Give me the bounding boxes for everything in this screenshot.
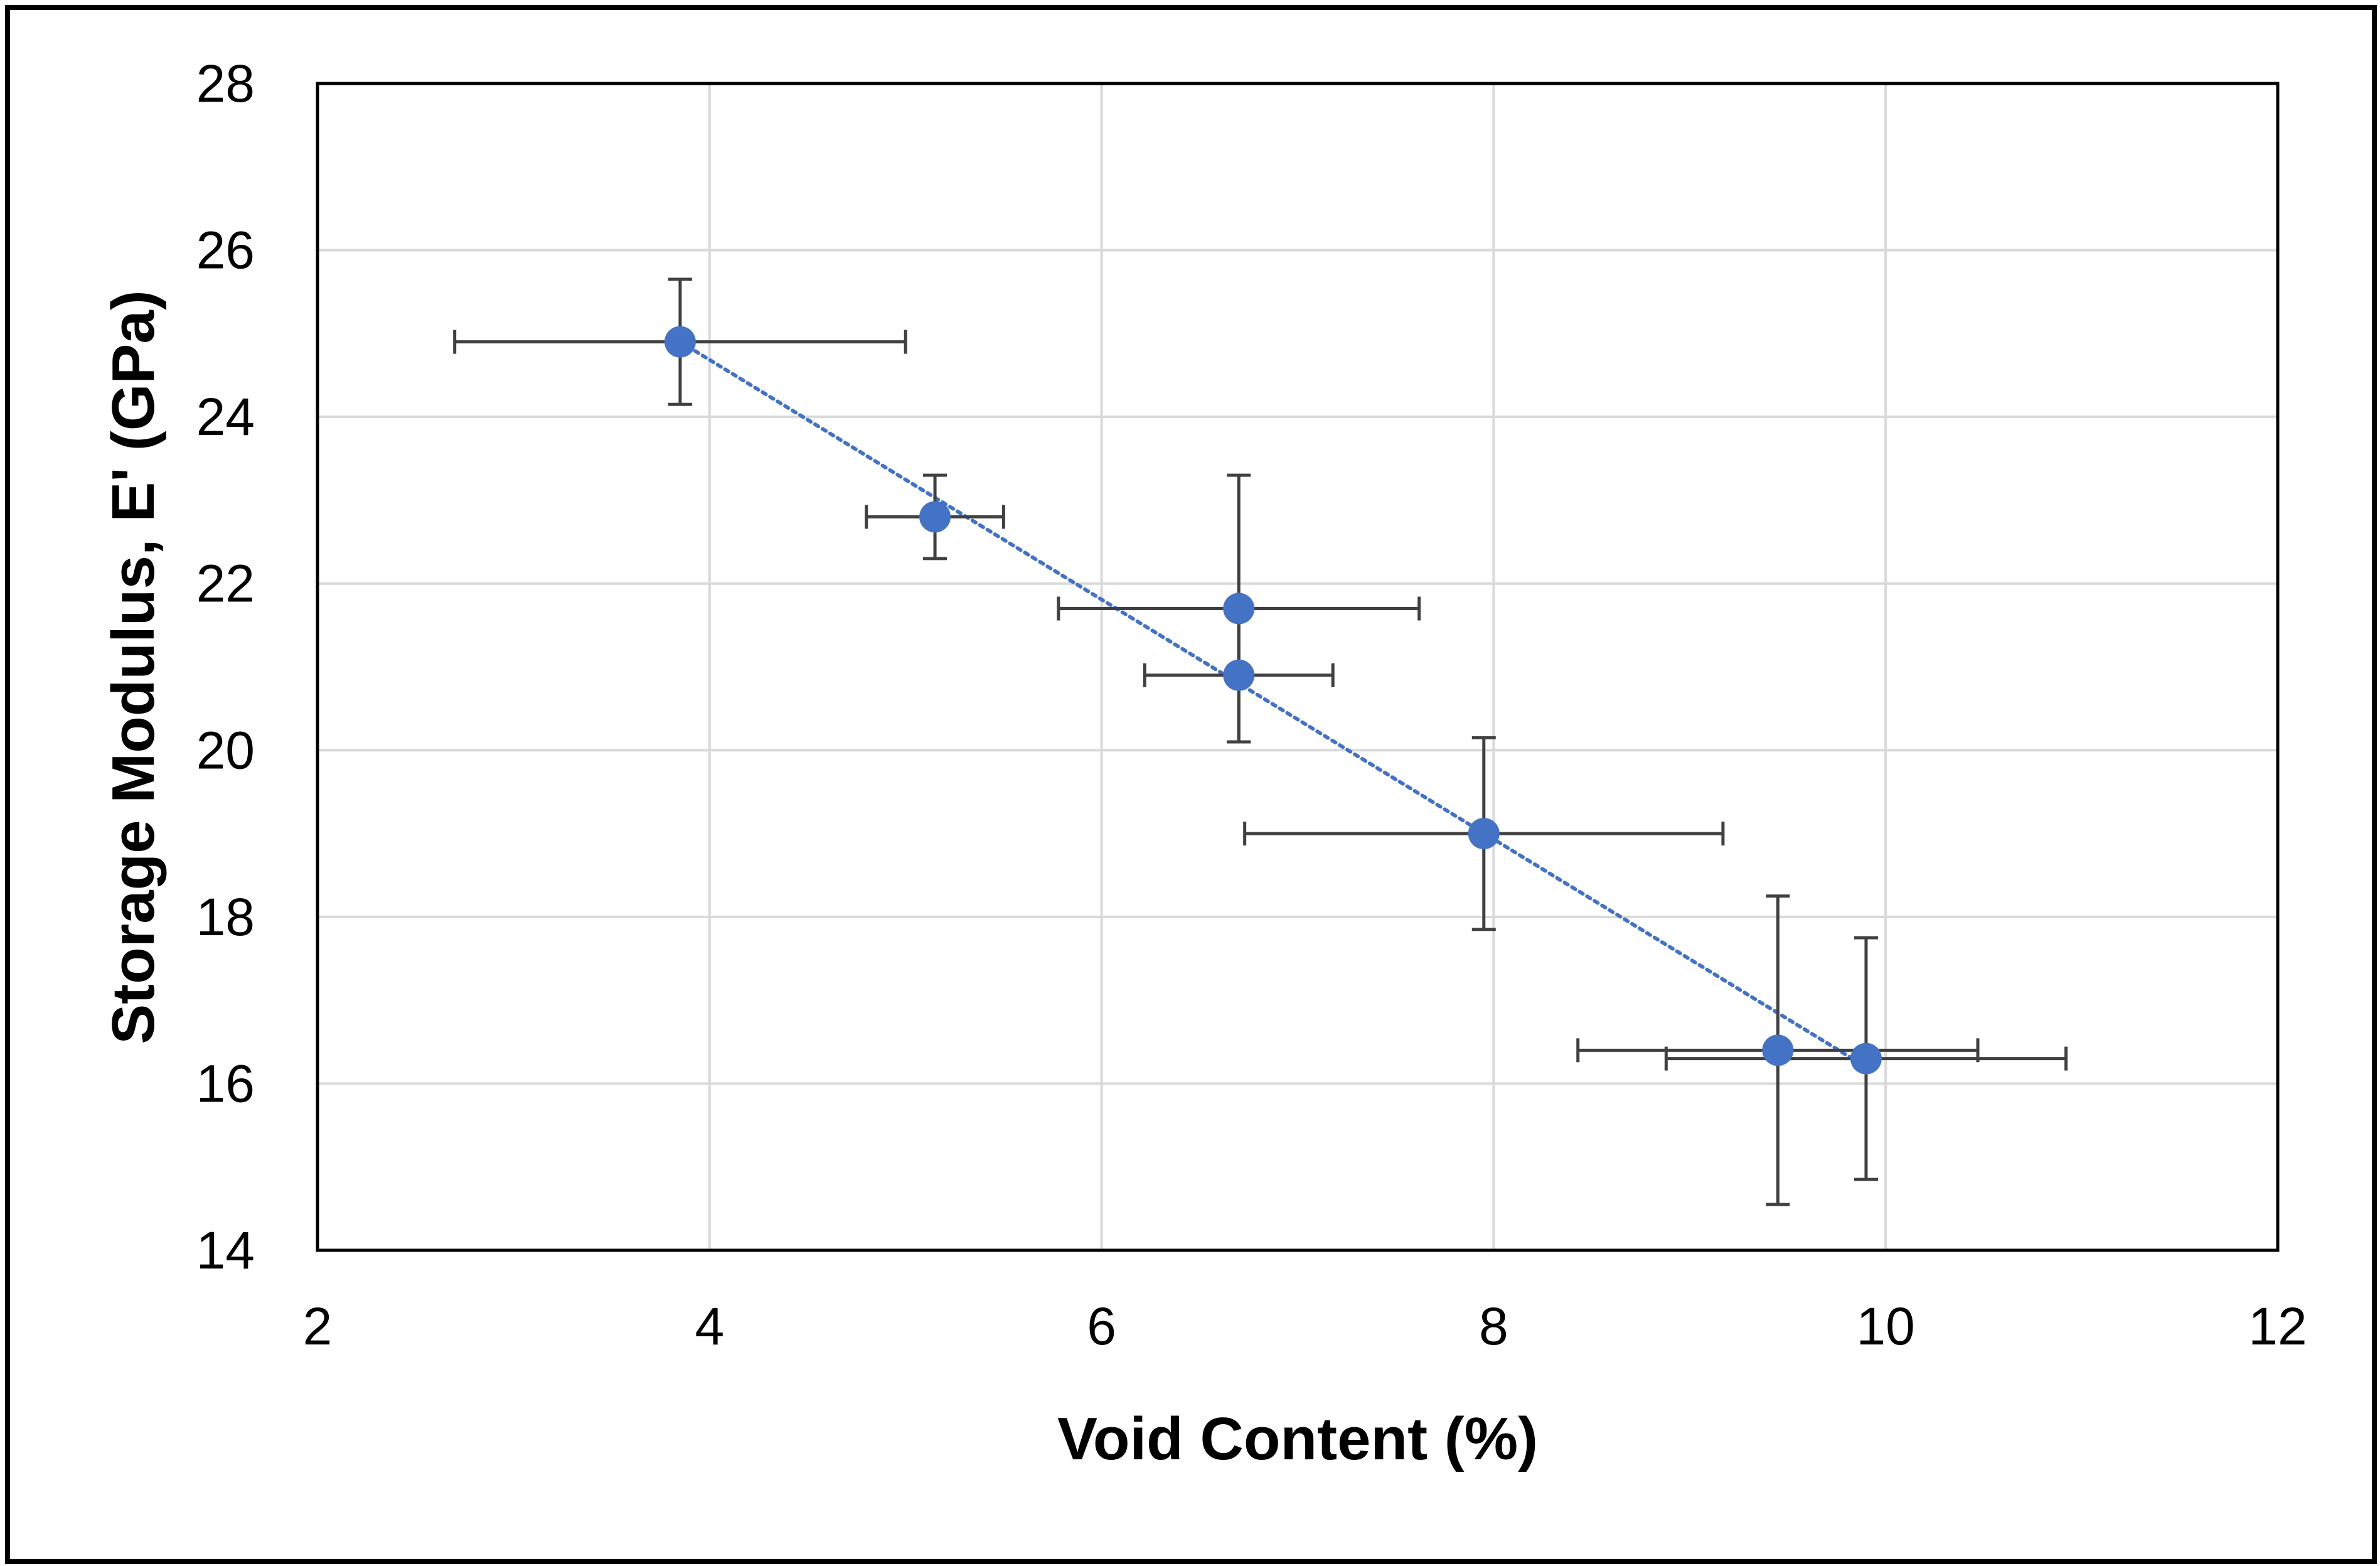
error-bar-2 [865, 473, 1005, 560]
x-tick-label: 8 [1479, 1297, 1508, 1356]
y-tick-label: 16 [196, 1054, 255, 1113]
y-tick-labels: 14 16 18 20 22 24 26 28 [196, 54, 255, 1280]
trendline-group [678, 340, 1868, 1069]
x-tick-label: 6 [1087, 1297, 1116, 1356]
y-tick-label: 20 [196, 721, 255, 780]
data-point-2 [919, 501, 951, 533]
y-tick-label: 18 [196, 888, 255, 947]
data-point-4 [1223, 659, 1255, 691]
figure-frame [5, 5, 2377, 1564]
data-point-7 [1850, 1043, 1882, 1075]
y-tick-label: 14 [196, 1221, 255, 1280]
data-point-1 [664, 326, 696, 358]
trendline [678, 340, 1868, 1069]
data-point-5 [1468, 818, 1500, 850]
x-tick-label: 2 [303, 1297, 333, 1356]
data-point-3 [1223, 593, 1255, 625]
y-tick-label: 28 [196, 54, 255, 113]
y-tick-label: 24 [196, 387, 255, 446]
x-tick-label: 12 [2248, 1297, 2307, 1356]
x-tick-label: 10 [1856, 1297, 1914, 1356]
y-tick-label: 26 [196, 221, 255, 280]
data-point-6 [1762, 1034, 1794, 1066]
gridlines [318, 83, 2278, 1250]
x-tick-labels: 2 4 6 8 10 12 [303, 1297, 2307, 1356]
x-axis-title: Void Content (%) [1057, 1405, 1538, 1472]
y-tick-label: 22 [196, 554, 255, 613]
x-tick-label: 4 [695, 1297, 724, 1356]
plot-area-border [316, 82, 2280, 1252]
y-axis-title: Storage Modulus, E' (GPa) [100, 290, 167, 1044]
data-points [664, 326, 1882, 1075]
